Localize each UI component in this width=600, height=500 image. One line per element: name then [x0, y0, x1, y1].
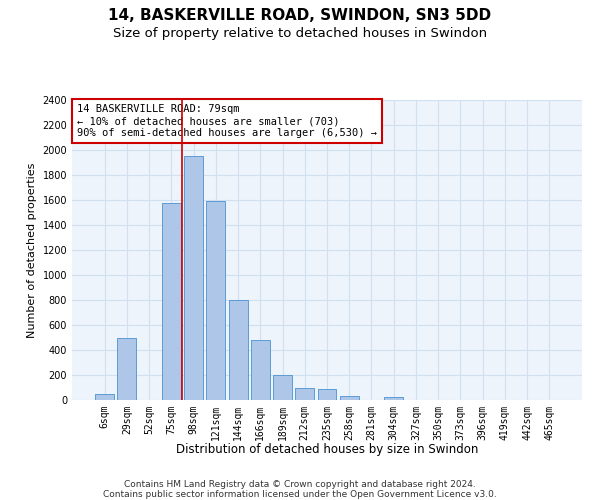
Text: Contains HM Land Registry data © Crown copyright and database right 2024.
Contai: Contains HM Land Registry data © Crown c… [103, 480, 497, 500]
Text: 14 BASKERVILLE ROAD: 79sqm
← 10% of detached houses are smaller (703)
90% of sem: 14 BASKERVILLE ROAD: 79sqm ← 10% of deta… [77, 104, 377, 138]
Bar [273, 375, 292, 400]
Bar [317, 390, 337, 400]
Bar [206, 201, 225, 400]
Bar [295, 388, 314, 400]
Bar [118, 338, 136, 400]
Bar [229, 300, 248, 400]
Bar [251, 340, 270, 400]
Text: Size of property relative to detached houses in Swindon: Size of property relative to detached ho… [113, 28, 487, 40]
Y-axis label: Number of detached properties: Number of detached properties [27, 162, 37, 338]
Text: 14, BASKERVILLE ROAD, SWINDON, SN3 5DD: 14, BASKERVILLE ROAD, SWINDON, SN3 5DD [109, 8, 491, 22]
Bar [184, 156, 203, 400]
Bar [340, 396, 359, 400]
Bar [95, 394, 114, 400]
Text: Distribution of detached houses by size in Swindon: Distribution of detached houses by size … [176, 442, 478, 456]
Bar [162, 202, 181, 400]
Bar [384, 397, 403, 400]
